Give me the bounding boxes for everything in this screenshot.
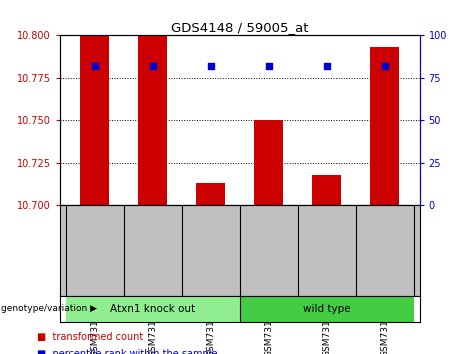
Bar <box>312 175 341 205</box>
Bar <box>196 183 225 205</box>
Point <box>381 63 389 69</box>
Bar <box>370 47 399 205</box>
Point <box>149 63 156 69</box>
Title: GDS4148 / 59005_at: GDS4148 / 59005_at <box>171 21 308 34</box>
Text: ■  percentile rank within the sample: ■ percentile rank within the sample <box>37 349 218 354</box>
Point <box>323 63 331 69</box>
Point <box>207 63 214 69</box>
Text: Atxn1 knock out: Atxn1 knock out <box>110 304 195 314</box>
Point <box>91 63 98 69</box>
Bar <box>138 35 167 205</box>
Bar <box>80 35 109 205</box>
Bar <box>254 120 283 205</box>
Bar <box>240 296 414 322</box>
Text: wild type: wild type <box>303 304 350 314</box>
Text: genotype/variation ▶: genotype/variation ▶ <box>1 304 97 313</box>
Bar <box>66 296 240 322</box>
Text: ■  transformed count: ■ transformed count <box>37 332 143 342</box>
Point <box>265 63 272 69</box>
